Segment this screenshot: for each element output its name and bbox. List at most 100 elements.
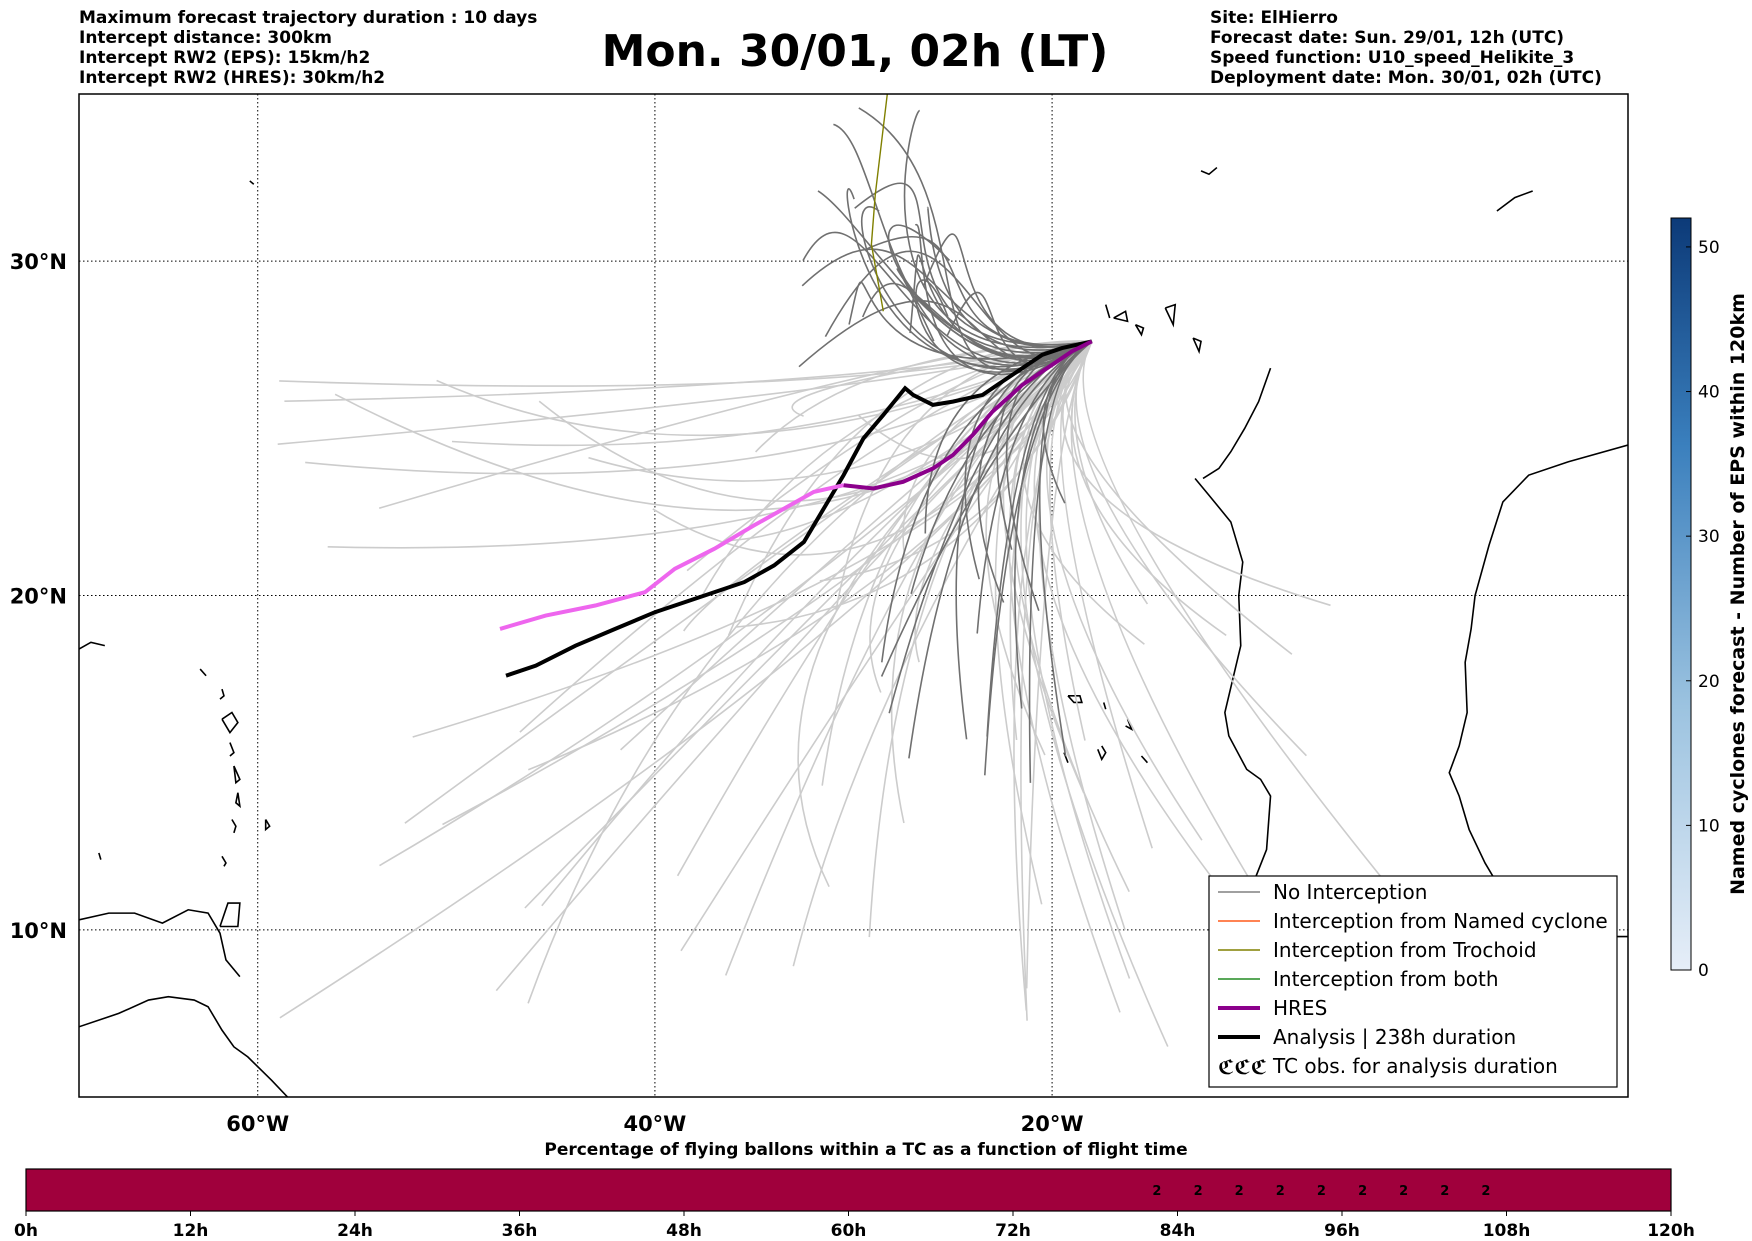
timebar-cell bbox=[108, 1169, 150, 1211]
eps-trajectory bbox=[1075, 340, 1307, 757]
eps-trajectory-no-interception bbox=[977, 340, 1093, 603]
timebar-cell bbox=[1054, 1169, 1096, 1211]
header-forecast-date: Forecast date: Sun. 29/01, 12h (UTC) bbox=[1210, 28, 1565, 48]
colorbar-tick-label: 10 bbox=[1698, 816, 1720, 836]
timebar-cell bbox=[190, 1169, 233, 1211]
timebar-tick-label: 0h bbox=[14, 1221, 38, 1241]
eps-trajectory-no-interception bbox=[802, 231, 1093, 364]
timebar-cell bbox=[1300, 1169, 1343, 1211]
timebar-tick-label: 48h bbox=[666, 1221, 702, 1241]
coast-guadeloupe bbox=[221, 711, 239, 734]
eps-trajectory bbox=[412, 341, 1093, 738]
eps-trajectory-no-interception bbox=[923, 233, 1093, 348]
eps-trajectory-no-interception bbox=[846, 188, 1093, 368]
coast-maio bbox=[1140, 755, 1149, 764]
timebar-tick-label: 96h bbox=[1324, 1221, 1360, 1241]
timebar-cell bbox=[684, 1169, 726, 1211]
eps-trajectory-no-interception bbox=[955, 340, 1092, 740]
map-frame bbox=[78, 93, 1629, 1098]
timebar-cell bbox=[1095, 1169, 1137, 1211]
hres-trajectory-extension bbox=[499, 483, 845, 631]
main-trajectories bbox=[499, 339, 1093, 678]
eps-trajectory bbox=[527, 340, 1093, 1004]
timebar-cell-label: 2 bbox=[1358, 1184, 1367, 1199]
eps-trajectory bbox=[442, 340, 1093, 826]
timebar-cell bbox=[1383, 1169, 1425, 1211]
coast-santiago bbox=[1097, 745, 1107, 762]
coast-gran-canaria bbox=[1134, 323, 1145, 337]
timebar-cell bbox=[519, 1169, 562, 1211]
eps-trajectories-no-interception bbox=[798, 94, 1093, 783]
eps-trajectory-no-interception bbox=[903, 109, 1092, 349]
lat-tick-label: 10°N bbox=[10, 919, 67, 943]
eps-trajectory bbox=[327, 340, 1093, 549]
eps-trajectory-no-interception bbox=[854, 182, 1092, 346]
timebar-cell bbox=[313, 1169, 356, 1211]
eps-trajectory bbox=[305, 340, 1093, 475]
header-site-info: Site: ElHierro Forecast date: Sun. 29/01… bbox=[1210, 8, 1602, 88]
timebar-cell-label: 2 bbox=[1276, 1184, 1285, 1199]
timebar-cell bbox=[1259, 1169, 1302, 1211]
timebar-cell bbox=[1506, 1169, 1549, 1211]
coast-western-sahara bbox=[1202, 367, 1272, 480]
timebar-cell bbox=[1588, 1169, 1631, 1211]
eps-trajectory-no-interception bbox=[888, 224, 1093, 354]
timebar-tick-label: 36h bbox=[502, 1221, 538, 1241]
coast-south-america bbox=[79, 995, 289, 1097]
legend-label: Analysis | 238h duration bbox=[1273, 1025, 1516, 1049]
legend-label: Interception from both bbox=[1273, 967, 1499, 991]
colorbar-tick-label: 50 bbox=[1698, 238, 1720, 258]
timebar-tick-label: 84h bbox=[1160, 1221, 1196, 1241]
header-parameters: Maximum forecast trajectory duration : 1… bbox=[79, 8, 537, 88]
timebar-cell-label: 2 bbox=[1317, 1184, 1326, 1199]
timebar-cell bbox=[1177, 1169, 1220, 1211]
eps-trajectory bbox=[727, 340, 1092, 636]
colorbar-tick-label: 40 bbox=[1698, 383, 1720, 403]
timebar-cell bbox=[930, 1169, 973, 1211]
timebar-cell bbox=[601, 1169, 644, 1211]
header-speed-function: Speed function: U10_speed_Helikite_3 bbox=[1210, 48, 1575, 68]
timebar-cell-label: 2 bbox=[1194, 1184, 1203, 1199]
eps-trajectory bbox=[436, 340, 1093, 437]
eps-trajectory bbox=[736, 341, 1093, 628]
eps-trajectory bbox=[1045, 340, 1203, 841]
timebar-cell bbox=[1342, 1169, 1384, 1211]
coast-lanzarote bbox=[1192, 337, 1202, 355]
header-site: Site: ElHierro bbox=[1210, 8, 1338, 28]
eps-trajectory bbox=[1033, 340, 1232, 903]
timebar-cell-label: 2 bbox=[1235, 1184, 1244, 1199]
coast-fuerteventura bbox=[1164, 303, 1177, 328]
lon-tick-label: 60°W bbox=[226, 1112, 289, 1136]
timebar-cell bbox=[26, 1169, 68, 1211]
timebar-cell bbox=[889, 1169, 932, 1211]
flight-time-bar: Percentage of flying ballons within a TC… bbox=[14, 1140, 1695, 1241]
coast-st-lucia bbox=[235, 792, 241, 809]
eps-trajectory-no-interception bbox=[909, 254, 1093, 357]
eps-trajectory-no-interception bbox=[881, 340, 1093, 663]
timebar-tick-label: 108h bbox=[1483, 1221, 1531, 1241]
eps-trajectory bbox=[495, 340, 1093, 992]
timebar-cell bbox=[1547, 1169, 1590, 1211]
coast-west-africa bbox=[1448, 444, 1628, 938]
timebar-cell bbox=[67, 1169, 109, 1211]
timebar-tick-label: 120h bbox=[1647, 1221, 1695, 1241]
timebar-cell-label: 2 bbox=[1481, 1184, 1490, 1199]
header-intercept-eps: Intercept RW2 (EPS): 15km/h2 bbox=[79, 48, 371, 68]
coast-sal bbox=[1102, 702, 1107, 710]
timebar-cell bbox=[971, 1169, 1014, 1211]
timebar-cell bbox=[231, 1169, 274, 1211]
header-deployment-date: Deployment date: Mon. 30/01, 02h (UTC) bbox=[1210, 68, 1602, 88]
legend-symbol-tc-obs: ℭℭℭ bbox=[1218, 1055, 1267, 1079]
timebar-cell bbox=[807, 1169, 849, 1211]
eps-trajectory-no-interception bbox=[848, 281, 1093, 360]
legend-label: No Interception bbox=[1273, 880, 1427, 904]
coast-tenerife bbox=[1113, 310, 1129, 323]
eps-trajectory-no-interception bbox=[1014, 340, 1093, 709]
coast-martinique bbox=[233, 765, 241, 785]
timebar-cell bbox=[642, 1169, 685, 1211]
eps-trajectory-no-interception bbox=[926, 206, 1093, 351]
coast-la-palma bbox=[1104, 304, 1111, 319]
coast-venezuela bbox=[79, 908, 241, 978]
timebar-tick-label: 24h bbox=[337, 1221, 373, 1241]
header-max-duration: Maximum forecast trajectory duration : 1… bbox=[79, 8, 538, 28]
